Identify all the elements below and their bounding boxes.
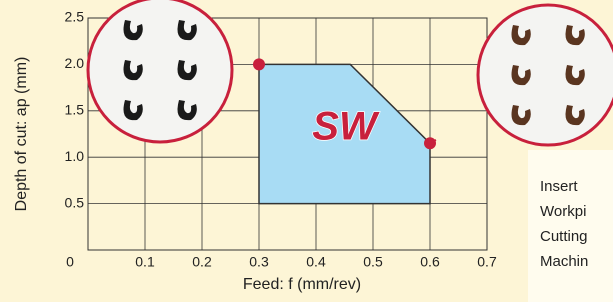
x-tick-label: 0.5	[363, 254, 383, 270]
x-tick-label: 0.4	[306, 254, 326, 270]
y-tick-label: 2.0	[65, 55, 85, 71]
y-tick-label: 2.5	[65, 9, 85, 25]
y-axis-label: Depth of cut: ap (mm)	[13, 57, 30, 212]
x-tick-label: 0.1	[135, 254, 155, 270]
side-panel	[528, 150, 613, 302]
y-tick-label: 0.5	[65, 194, 85, 210]
x-tick-label: 0.2	[192, 254, 212, 270]
vertex-marker	[253, 58, 265, 70]
x-tick-label: 0.6	[420, 254, 440, 270]
side-text: Workpi	[540, 203, 586, 220]
side-text: Machin	[540, 253, 588, 270]
x-tick-label: 0.7	[477, 254, 497, 270]
inset-circle	[88, 0, 232, 142]
y-tick-label: 1.0	[65, 148, 85, 164]
logo: SW	[312, 105, 380, 149]
vertex-marker	[424, 137, 436, 149]
side-text: Cutting	[540, 228, 588, 245]
chart: 00.10.20.30.40.50.60.70.51.01.52.02.5SW …	[0, 0, 613, 302]
inset-circle	[478, 5, 613, 145]
side-text: Insert	[540, 178, 578, 195]
x-tick-label: 0	[66, 254, 74, 270]
x-tick-label: 0.3	[249, 254, 269, 270]
y-tick-label: 1.5	[65, 102, 85, 118]
x-axis-label: Feed: f (mm/rev)	[243, 276, 361, 293]
